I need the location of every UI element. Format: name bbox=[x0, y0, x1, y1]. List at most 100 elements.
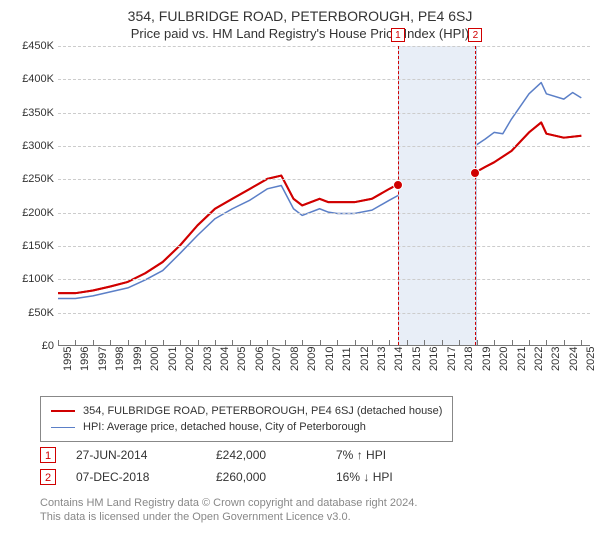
legend-swatch-property bbox=[51, 410, 75, 412]
sale-row-1: 1 27-JUN-2014 £242,000 7% HPI bbox=[40, 444, 580, 466]
y-tick-label: £200K bbox=[10, 207, 54, 219]
x-tick-label: 2000 bbox=[149, 347, 161, 371]
x-tick-mark bbox=[320, 340, 321, 345]
x-tick-mark bbox=[337, 340, 338, 345]
x-tick-label: 2008 bbox=[289, 347, 301, 371]
y-tick-label: £400K bbox=[10, 73, 54, 85]
arrow-up-icon bbox=[357, 448, 363, 462]
gridline bbox=[58, 246, 590, 247]
sale-marker-dot bbox=[470, 168, 480, 178]
x-tick-label: 2024 bbox=[568, 347, 580, 371]
sale-marker-line bbox=[475, 46, 476, 345]
gridline bbox=[58, 179, 590, 180]
x-tick-mark bbox=[198, 340, 199, 345]
gridline bbox=[58, 213, 590, 214]
x-tick-label: 2013 bbox=[376, 347, 388, 371]
x-tick-mark bbox=[58, 340, 59, 345]
x-tick-label: 1996 bbox=[79, 347, 91, 371]
x-tick-mark bbox=[250, 340, 251, 345]
legend-item-hpi: HPI: Average price, detached house, City… bbox=[51, 419, 442, 435]
sale-marker-2: 2 bbox=[40, 469, 56, 485]
x-tick-mark bbox=[285, 340, 286, 345]
y-tick-label: £0 bbox=[10, 340, 54, 352]
x-tick-label: 2007 bbox=[271, 347, 283, 371]
x-tick-label: 2011 bbox=[341, 347, 353, 371]
x-tick-label: 2010 bbox=[324, 347, 336, 371]
x-tick-mark bbox=[581, 340, 582, 345]
x-tick-label: 1995 bbox=[62, 347, 74, 371]
x-tick-mark bbox=[389, 340, 390, 345]
gridline bbox=[58, 279, 590, 280]
x-tick-label: 2004 bbox=[219, 347, 231, 371]
x-tick-mark bbox=[110, 340, 111, 345]
x-tick-mark bbox=[302, 340, 303, 345]
legend: 354, FULBRIDGE ROAD, PETERBOROUGH, PE4 6… bbox=[40, 396, 453, 442]
x-tick-label: 2019 bbox=[481, 347, 493, 371]
x-tick-label: 1999 bbox=[132, 347, 144, 371]
x-tick-mark bbox=[564, 340, 565, 345]
x-tick-mark bbox=[355, 340, 356, 345]
y-tick-label: £350K bbox=[10, 107, 54, 119]
series-property bbox=[58, 122, 581, 293]
y-tick-label: £450K bbox=[10, 40, 54, 52]
chart-area: 1995199619971998199920002001200220032004… bbox=[10, 46, 590, 386]
sale-price-2: £260,000 bbox=[216, 470, 336, 484]
y-tick-label: £100K bbox=[10, 273, 54, 285]
sale-date-1: 27-JUN-2014 bbox=[56, 448, 216, 462]
footer-line-2: This data is licensed under the Open Gov… bbox=[40, 510, 417, 524]
gridline bbox=[58, 79, 590, 80]
x-tick-label: 2021 bbox=[516, 347, 528, 371]
legend-item-property: 354, FULBRIDGE ROAD, PETERBOROUGH, PE4 6… bbox=[51, 403, 442, 419]
x-tick-label: 2005 bbox=[236, 347, 248, 371]
sale-marker-dot bbox=[393, 180, 403, 190]
legend-label-hpi: HPI: Average price, detached house, City… bbox=[83, 419, 366, 435]
x-tick-label: 2009 bbox=[306, 347, 318, 371]
gridline bbox=[58, 313, 590, 314]
x-tick-label: 2018 bbox=[463, 347, 475, 371]
x-tick-mark bbox=[267, 340, 268, 345]
plot-area: 1995199619971998199920002001200220032004… bbox=[58, 46, 590, 346]
sale-price-1: £242,000 bbox=[216, 448, 336, 462]
x-tick-mark bbox=[145, 340, 146, 345]
x-tick-label: 2017 bbox=[446, 347, 458, 371]
sales-table: 1 27-JUN-2014 £242,000 7% HPI 2 07-DEC-2… bbox=[40, 444, 580, 488]
y-tick-label: £50K bbox=[10, 307, 54, 319]
x-tick-label: 2012 bbox=[359, 347, 371, 371]
x-tick-mark bbox=[442, 340, 443, 345]
gridline bbox=[58, 146, 590, 147]
series-property-top bbox=[58, 122, 581, 293]
x-tick-label: 2015 bbox=[411, 347, 423, 371]
x-tick-label: 1997 bbox=[97, 347, 109, 371]
x-tick-label: 2022 bbox=[533, 347, 545, 371]
footer-line-1: Contains HM Land Registry data © Crown c… bbox=[40, 496, 417, 510]
chart-svg bbox=[58, 46, 590, 345]
x-tick-label: 2023 bbox=[550, 347, 562, 371]
page-title: 354, FULBRIDGE ROAD, PETERBOROUGH, PE4 6… bbox=[0, 0, 600, 24]
x-tick-label: 1998 bbox=[114, 347, 126, 371]
x-tick-mark bbox=[494, 340, 495, 345]
x-tick-mark bbox=[180, 340, 181, 345]
x-tick-label: 2020 bbox=[498, 347, 510, 371]
sale-marker-1: 1 bbox=[40, 447, 56, 463]
x-tick-mark bbox=[424, 340, 425, 345]
sale-marker-line bbox=[398, 46, 399, 345]
footer: Contains HM Land Registry data © Crown c… bbox=[40, 496, 417, 524]
sale-marker-box: 2 bbox=[468, 28, 482, 42]
x-tick-mark bbox=[232, 340, 233, 345]
sale-row-2: 2 07-DEC-2018 £260,000 16% HPI bbox=[40, 466, 580, 488]
x-tick-label: 2014 bbox=[393, 347, 405, 371]
sale-date-2: 07-DEC-2018 bbox=[56, 470, 216, 484]
x-tick-mark bbox=[407, 340, 408, 345]
x-tick-mark bbox=[529, 340, 530, 345]
page-subtitle: Price paid vs. HM Land Registry's House … bbox=[0, 24, 600, 45]
arrow-down-icon bbox=[363, 470, 369, 484]
x-tick-label: 2025 bbox=[585, 347, 597, 371]
highlight-band bbox=[398, 46, 477, 345]
x-tick-mark bbox=[512, 340, 513, 345]
x-tick-mark bbox=[163, 340, 164, 345]
sale-marker-box: 1 bbox=[391, 28, 405, 42]
sale-pct-2: 16% HPI bbox=[336, 470, 580, 484]
x-tick-label: 2006 bbox=[254, 347, 266, 371]
legend-swatch-hpi bbox=[51, 427, 75, 428]
x-tick-mark bbox=[546, 340, 547, 345]
